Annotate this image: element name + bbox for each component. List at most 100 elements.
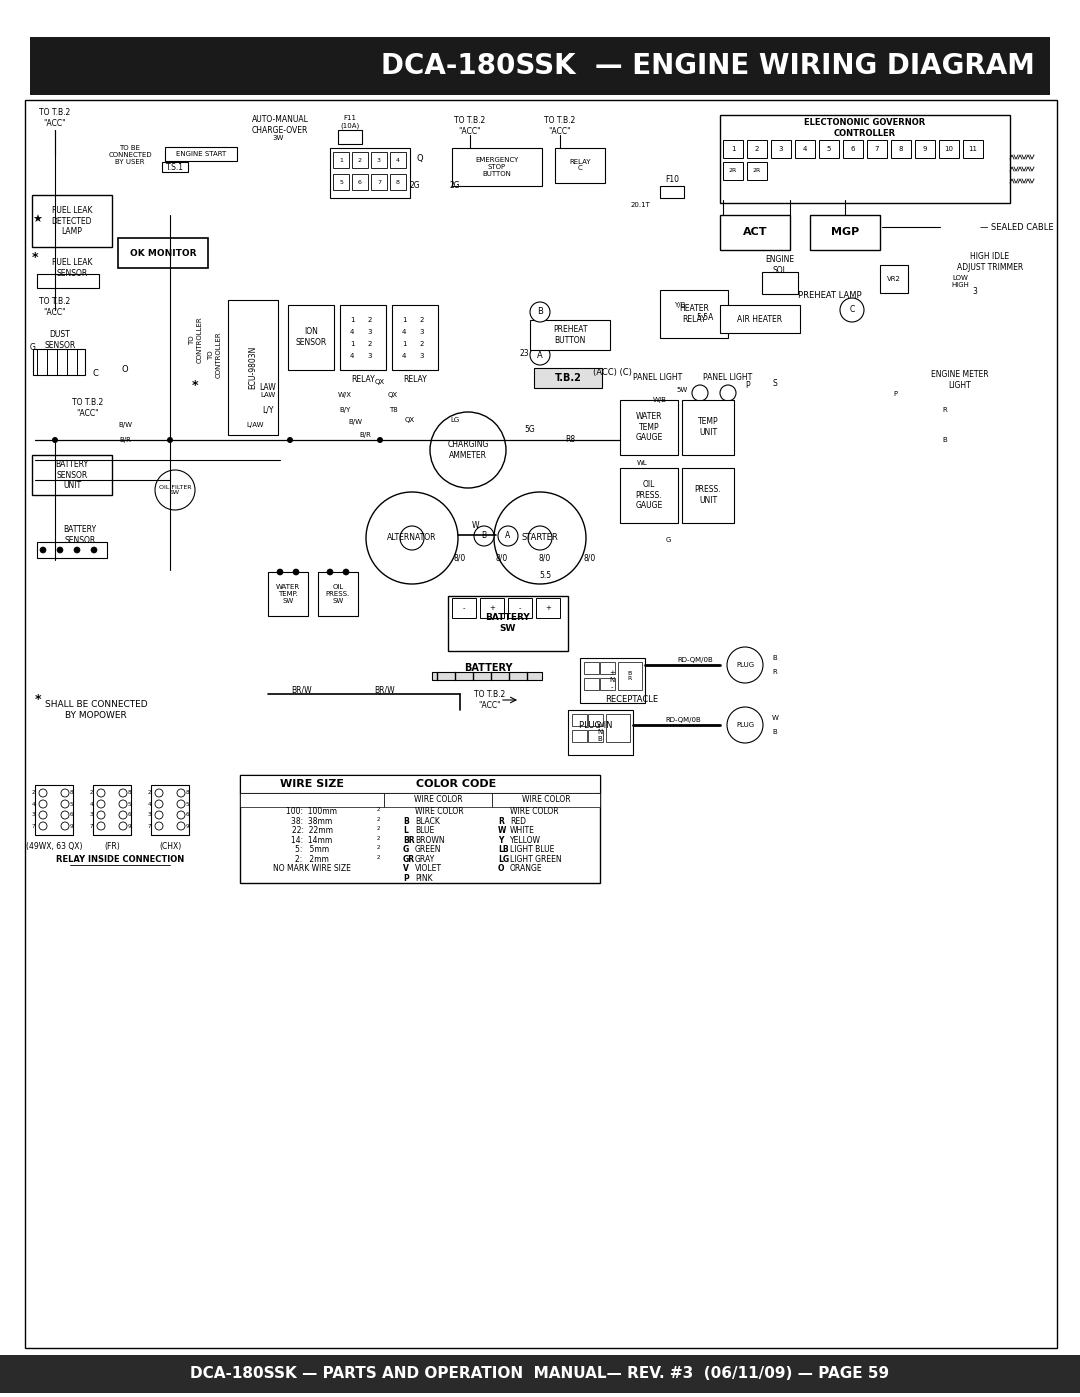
Text: ENGINE START: ENGINE START — [176, 151, 226, 156]
Text: ION
SENSOR: ION SENSOR — [295, 327, 326, 346]
Text: QX: QX — [375, 379, 386, 386]
Circle shape — [167, 437, 173, 443]
Text: 5W: 5W — [676, 387, 688, 393]
Text: ★: ★ — [32, 215, 42, 225]
Text: *: * — [35, 693, 41, 707]
Bar — [384, 793, 492, 807]
Text: QX: QX — [388, 393, 399, 398]
Circle shape — [343, 569, 349, 576]
Text: LG: LG — [450, 416, 460, 423]
Text: HIGH IDLE
ADJUST TRIMMER: HIGH IDLE ADJUST TRIMMER — [957, 253, 1023, 271]
Text: 20.1T: 20.1T — [630, 203, 650, 208]
Text: TO
CONTROLLER: TO CONTROLLER — [189, 317, 203, 363]
Circle shape — [57, 548, 63, 553]
Text: R: R — [943, 407, 947, 414]
Text: 2: 2 — [31, 791, 35, 795]
Bar — [819, 140, 839, 158]
Bar — [32, 196, 112, 247]
Text: 7: 7 — [147, 823, 151, 828]
Bar — [228, 300, 278, 434]
Bar — [240, 775, 600, 883]
Bar — [568, 710, 633, 754]
Text: R: R — [498, 817, 504, 826]
Text: O: O — [498, 865, 504, 873]
Bar — [480, 598, 504, 617]
Bar — [288, 305, 334, 370]
Text: L/AW: L/AW — [246, 422, 264, 427]
Text: BR: BR — [403, 835, 415, 845]
Circle shape — [39, 800, 48, 807]
Text: BATTERY
SW: BATTERY SW — [486, 613, 530, 633]
Text: WIRE COLOR: WIRE COLOR — [510, 807, 558, 816]
Text: B: B — [943, 437, 947, 443]
Text: P: P — [745, 381, 751, 391]
Bar — [333, 152, 349, 168]
Text: GREEN: GREEN — [415, 845, 442, 854]
Text: W/X: W/X — [338, 393, 352, 398]
Circle shape — [177, 812, 185, 819]
Text: ENGINE METER
LIGHT: ENGINE METER LIGHT — [931, 370, 989, 390]
Text: +
N
-: + N - — [609, 671, 615, 690]
Text: SHALL BE CONNECTED
BY MOPOWER: SHALL BE CONNECTED BY MOPOWER — [45, 700, 148, 719]
Bar — [392, 305, 438, 370]
Text: T8: T8 — [389, 407, 397, 414]
Text: *: * — [31, 251, 38, 264]
Text: B: B — [772, 655, 778, 661]
Circle shape — [727, 707, 762, 743]
Text: RECEPTACLE: RECEPTACLE — [606, 696, 659, 704]
Circle shape — [60, 800, 69, 807]
Text: W/B: W/B — [653, 397, 667, 402]
Bar — [555, 148, 605, 183]
Text: 4: 4 — [802, 147, 807, 152]
Text: 2: 2 — [376, 855, 380, 859]
Text: DCA-180SSK  — ENGINE WIRING DIAGRAM: DCA-180SSK — ENGINE WIRING DIAGRAM — [381, 52, 1035, 80]
Text: WIRE SIZE: WIRE SIZE — [280, 780, 345, 789]
Text: 4: 4 — [396, 158, 400, 162]
Text: 2: 2 — [755, 147, 759, 152]
Text: 3: 3 — [420, 353, 424, 359]
Circle shape — [530, 345, 550, 365]
Text: P: P — [893, 391, 897, 397]
Text: 5G: 5G — [525, 426, 536, 434]
Circle shape — [327, 569, 333, 576]
Text: 5: 5 — [69, 802, 72, 806]
Text: 8: 8 — [186, 791, 189, 795]
Text: 7: 7 — [31, 823, 35, 828]
Bar — [240, 775, 600, 793]
Bar — [0, 1355, 1080, 1393]
Text: OIL FILTER
SW: OIL FILTER SW — [159, 485, 191, 496]
Bar — [340, 305, 386, 370]
Text: — SEALED CABLE: — SEALED CABLE — [980, 222, 1054, 232]
Circle shape — [156, 821, 163, 830]
Text: 6: 6 — [851, 147, 855, 152]
Circle shape — [840, 298, 864, 321]
Text: 5.5: 5.5 — [539, 570, 551, 580]
Text: 2: 2 — [368, 317, 373, 323]
Text: T.B.2: T.B.2 — [554, 373, 581, 383]
Text: LB: LB — [498, 845, 509, 854]
Text: -: - — [462, 605, 465, 610]
Bar — [572, 731, 588, 742]
Text: PLUG IN: PLUG IN — [579, 721, 612, 729]
Text: TO T.B.2
"ACC": TO T.B.2 "ACC" — [39, 298, 70, 317]
Text: VIOLET: VIOLET — [415, 865, 442, 873]
Text: 8/0: 8/0 — [454, 553, 467, 563]
Text: TO T.B.2
"ACC": TO T.B.2 "ACC" — [72, 398, 104, 418]
Text: TO T.B.2
"ACC": TO T.B.2 "ACC" — [455, 116, 486, 136]
Circle shape — [97, 821, 105, 830]
Bar — [723, 162, 743, 180]
Text: TO
CONTROLLER: TO CONTROLLER — [208, 331, 221, 379]
Text: 2R: 2R — [729, 169, 738, 173]
Text: LG: LG — [498, 855, 509, 863]
Text: 6: 6 — [359, 179, 362, 184]
Text: Y: Y — [498, 835, 503, 845]
Text: WATER
TEMP
GAUGE: WATER TEMP GAUGE — [635, 412, 663, 441]
Text: 6: 6 — [186, 813, 189, 817]
Text: L: L — [403, 826, 408, 835]
Circle shape — [97, 789, 105, 798]
Text: R: R — [772, 669, 778, 675]
Text: 3: 3 — [147, 813, 151, 817]
Text: +: + — [489, 605, 495, 610]
Text: DUST
SENSOR: DUST SENSOR — [44, 330, 76, 349]
Text: 8/0: 8/0 — [539, 553, 551, 563]
